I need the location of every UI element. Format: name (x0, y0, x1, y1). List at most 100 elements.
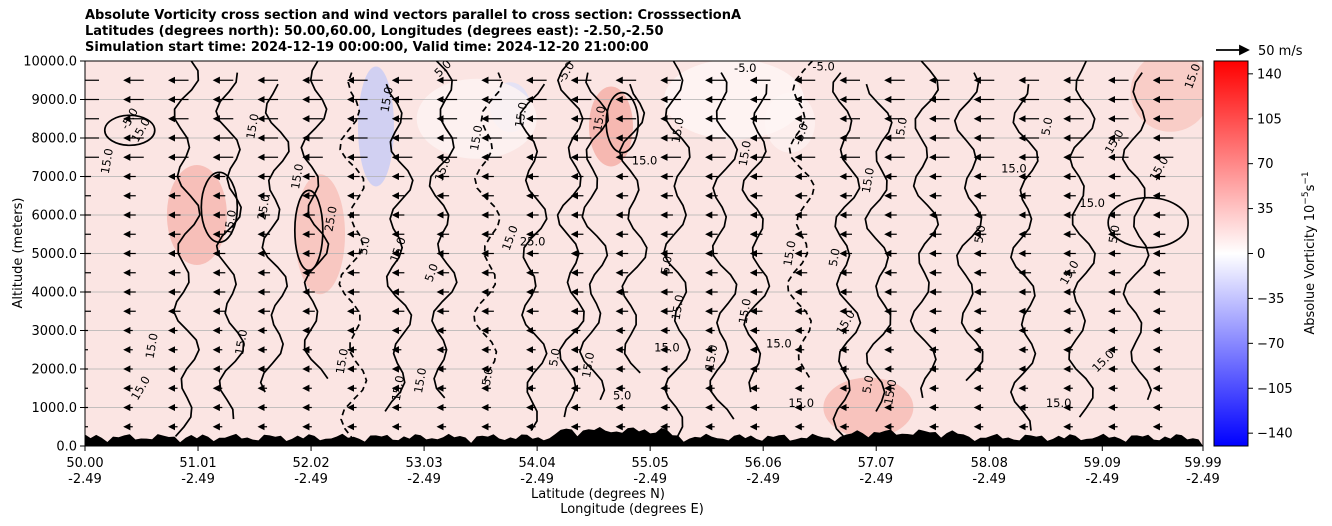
x-tick-label-latitude: 59.99 (1184, 456, 1221, 471)
x-tick-label-latitude: 56.06 (745, 456, 782, 471)
vorticity-patch (1130, 61, 1203, 132)
x-tick-label-latitude: 55.05 (632, 456, 669, 471)
contour-label: 15.0 (389, 374, 407, 402)
contour-line (172, 61, 201, 437)
x-tick-label-latitude: 52.02 (292, 456, 329, 471)
y-tick-label: 6000.0 (32, 209, 78, 224)
x-tick-label-latitude: 53.03 (405, 456, 442, 471)
y-axis-label: Altitude (meters) (11, 198, 26, 309)
contour-label: 15.0 (98, 147, 116, 175)
x-tick-label-longitude: -2.49 (68, 472, 102, 487)
colorbar-tick-label: −140 (1257, 427, 1293, 442)
contour-label: 15.0 (654, 340, 680, 354)
x-tick-label-latitude: 50.00 (66, 456, 103, 471)
contour-label: 5.0 (1038, 116, 1055, 136)
contour-line (1068, 61, 1096, 418)
x-tick-label-longitude: -2.49 (746, 472, 780, 487)
contour-line (662, 61, 691, 437)
contour-label: 25.0 (254, 193, 272, 221)
contour-label: 5.0 (422, 262, 441, 284)
contour-label: -5.0 (812, 59, 834, 73)
contour-line (1121, 72, 1153, 401)
x-tick-label-latitude: 59.09 (1084, 456, 1121, 471)
terrain-profile (85, 427, 1203, 446)
vorticity-patch (357, 66, 394, 187)
contour-line (215, 72, 245, 420)
contour-label: 15.0 (333, 347, 351, 375)
contour-line (300, 61, 330, 380)
y-tick-label: 7000.0 (32, 170, 78, 185)
x-tick-label-longitude: -2.49 (407, 472, 441, 487)
contour-label: 15.0 (859, 166, 877, 194)
quiver-key-label: 50 m/s (1258, 44, 1303, 59)
x-tick-label-longitude: -2.49 (181, 472, 215, 487)
x-tick-label-latitude: 51.01 (179, 456, 216, 471)
contour-line (618, 83, 648, 374)
contour-label: 15.0 (1046, 396, 1072, 410)
y-tick-label: 5000.0 (32, 247, 78, 262)
contour-label: 15.0 (411, 367, 429, 395)
colorbar: 140 105 70 35 0 −35 −70 −105 −140 Absolue Vortic… (1213, 60, 1318, 447)
vorticity-field: -5.0 -5.0-5.05.015.015.015.0-5.015.015.02… (85, 59, 1203, 446)
contour-label: 15.0 (590, 105, 608, 133)
contour-label: 15.0 (1001, 161, 1027, 175)
colorbar-label-exponent: −5 (1301, 191, 1311, 204)
contour-label: -5.0 (734, 61, 756, 75)
colorbar-tick-label: −105 (1257, 382, 1293, 397)
contour-line (786, 61, 816, 380)
contour-label: 15.0 (288, 163, 306, 191)
vorticity-patch (295, 174, 346, 295)
contour-label: 15.0 (702, 343, 720, 371)
contour-label: 25.0 (322, 205, 340, 233)
contour-line (1009, 84, 1039, 431)
contour-label: 15.0 (736, 140, 754, 168)
contour-label: 15.0 (881, 378, 899, 406)
x-tick-label-longitude: -2.49 (1085, 472, 1119, 487)
colorbar-tick-label: 105 (1257, 112, 1282, 127)
colorbar-label: Absolue Vorticity 10−5s−1 (1301, 171, 1318, 334)
contour-label: 5.0 (971, 224, 988, 244)
colorbar-label-unit: s (1303, 184, 1318, 191)
contour-label: 5.0 (613, 388, 631, 402)
contour-label: 5.0 (826, 247, 843, 267)
colorbar-gradient (1213, 60, 1249, 447)
contour-line (473, 72, 504, 381)
contour-label: 5.0 (546, 347, 563, 367)
y-tick-label: 2000.0 (32, 363, 78, 378)
contour-label: 15.0 (142, 332, 160, 360)
contour-line (864, 83, 893, 412)
contour-label: 15.0 (788, 396, 814, 410)
contour-label: 5.0 (859, 374, 876, 394)
x-tick-label-latitude: 58.08 (971, 456, 1008, 471)
contour-label: 15.0 (766, 336, 792, 350)
x-tick-label-longitude: -2.49 (520, 472, 554, 487)
y-tick-label: 9000.0 (32, 93, 78, 108)
y-tick-label: 0.0 (56, 440, 77, 455)
colorbar-label-text: Absolue Vorticity 10 (1303, 205, 1318, 335)
contour-line (832, 72, 862, 439)
contour-label: 5.0 (356, 236, 373, 256)
x-tick-label-longitude: -2.49 (859, 472, 893, 487)
contour-label: 15.0 (378, 86, 396, 114)
contour-line (909, 61, 940, 399)
contour-line (578, 72, 609, 401)
y-tick-label: 10000.0 (23, 55, 77, 70)
y-tick-label: 1000.0 (32, 401, 78, 416)
y-tick-label: 3000.0 (32, 324, 78, 339)
y-tick-label: 8000.0 (32, 132, 78, 147)
contour-label: 5.0 (658, 255, 675, 275)
y-tick-label: 4000.0 (32, 286, 78, 301)
colorbar-tick-label: −35 (1257, 292, 1284, 307)
contour-label: 5.0 (893, 116, 910, 136)
contour-label: 15.0 (668, 293, 686, 321)
figure-title-line-1: Absolute Vorticity cross section and win… (85, 8, 742, 23)
contour-label: 15.0 (243, 113, 261, 141)
contour-label: 15.0 (221, 209, 239, 237)
contour-line (519, 83, 548, 432)
contour-label: 25.0 (520, 234, 546, 248)
contour-label: 15.0 (1079, 196, 1105, 210)
x-tick-label-latitude: 54.04 (519, 456, 556, 471)
colorbar-tick-label: 70 (1257, 157, 1274, 172)
contour-loop (605, 91, 640, 154)
